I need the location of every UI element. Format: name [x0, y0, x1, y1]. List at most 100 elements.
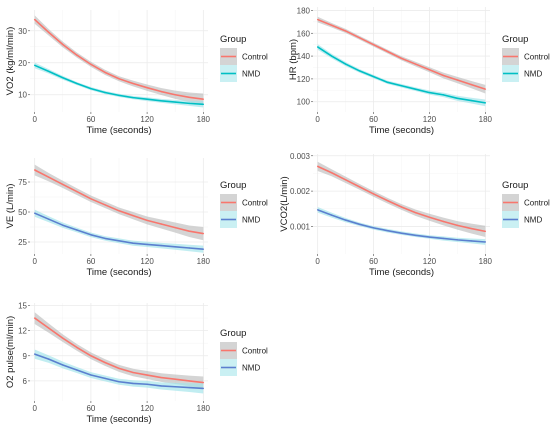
nmd-data-point: [33, 64, 36, 67]
nmd-data-point: [414, 88, 417, 90]
control-data-point: [146, 86, 148, 89]
legend-label-control: Control: [242, 199, 268, 208]
control-data-point: [484, 88, 487, 90]
control-data-point: [400, 57, 403, 60]
nmd-data-point: [470, 99, 473, 102]
y-tick-label: 15: [18, 302, 27, 311]
control-data-point: [62, 337, 64, 339]
y-tick-label: 0.001: [290, 222, 311, 231]
y-tick-label: 120: [297, 75, 311, 84]
control-data-point: [188, 230, 190, 232]
x-tick-label: 0: [32, 404, 37, 413]
nmd-data-point: [160, 100, 162, 102]
control-data-point: [76, 54, 78, 56]
x-tick-label: 180: [197, 115, 211, 124]
control-data-point: [372, 43, 375, 46]
control-data-point: [202, 232, 205, 235]
control-data-point: [48, 176, 50, 178]
chart-panel-1: 0 60 120 180 10 20 30 Time (seconds) VO2 (kg/ml/…: [5, 10, 268, 136]
control-data-point: [104, 204, 106, 206]
control-data-point: [118, 78, 120, 80]
x-tick-label: 0: [32, 257, 37, 266]
nmd-data-point: [174, 386, 176, 388]
x-tick-label: 120: [140, 257, 154, 266]
control-data-point: [174, 378, 176, 380]
nmd-data-point: [330, 55, 333, 57]
y-tick-label: 12: [18, 327, 27, 336]
legend: Group Control NMD: [220, 180, 268, 228]
y-tick-label: 25: [18, 238, 27, 247]
nmd-data-point: [470, 240, 473, 242]
y-tick-label: 9: [23, 352, 28, 361]
legend-title: Group: [220, 328, 246, 339]
nmd-data-point: [104, 237, 106, 240]
x-tick-label: 60: [369, 257, 378, 266]
nmd-data-point: [76, 369, 78, 371]
nmd-data-point: [484, 241, 487, 243]
control-data-point: [104, 361, 106, 364]
x-tick-label: 120: [423, 257, 437, 266]
nmd-data-point: [90, 87, 92, 90]
control-data-point: [146, 219, 148, 222]
legend-title: Group: [220, 34, 246, 45]
nmd-data-point: [202, 248, 205, 250]
y-axis-title: VCO2(L/min): [279, 176, 290, 231]
chart-panel-2: 0 60 120 180 100 120 140 160 180 Time (seconds) HR…: [288, 6, 550, 136]
control-data-point: [33, 317, 36, 319]
nmd-data-point: [132, 242, 134, 244]
nmd-data-point: [118, 240, 120, 242]
nmd-data-point: [146, 98, 148, 100]
legend-label-nmd: NMD: [242, 70, 260, 79]
control-data-point: [62, 43, 64, 46]
y-axis-title: VO2 (kg/ml/min): [5, 27, 16, 96]
control-data-point: [90, 63, 92, 66]
control-data-point: [188, 380, 190, 382]
control-data-point: [344, 179, 347, 181]
nmd-data-point: [160, 385, 162, 387]
nmd-data-point: [118, 381, 120, 383]
nmd-data-point: [90, 234, 92, 236]
nmd-data-point: [428, 91, 431, 94]
nmd-data-point: [48, 70, 50, 73]
nmd-data-point: [428, 236, 431, 238]
x-tick-label: 60: [86, 257, 95, 266]
control-data-point: [358, 37, 361, 39]
nmd-data-point: [188, 102, 190, 105]
x-tick-label: 60: [86, 404, 95, 413]
nmd-data-point: [174, 246, 176, 248]
x-tick-label: 180: [479, 115, 493, 124]
control-data-point: [414, 63, 417, 65]
control-data-point: [456, 79, 459, 81]
x-tick-label: 120: [140, 115, 154, 124]
y-tick-label: 0.003: [290, 152, 311, 161]
nmd-data-point: [48, 358, 50, 360]
control-data-point: [160, 90, 162, 93]
nmd-data-point: [344, 63, 347, 65]
x-tick-label: 60: [86, 115, 95, 124]
nmd-data-point: [316, 46, 319, 48]
nmd-data-point: [202, 103, 205, 106]
control-data-point: [414, 211, 417, 214]
x-tick-label: 120: [140, 404, 154, 413]
nmd-data-point: [104, 91, 106, 94]
legend-label-control: Control: [242, 347, 268, 356]
x-tick-label: 0: [315, 257, 320, 266]
x-axis-title: Time (seconds): [86, 267, 151, 278]
x-tick-label: 180: [197, 404, 211, 413]
control-data-point: [202, 98, 205, 100]
nmd-data-point: [202, 387, 205, 390]
x-tick-label: 180: [479, 257, 493, 266]
control-data-point: [316, 18, 319, 21]
nmd-data-point: [442, 237, 445, 240]
control-data-point: [428, 216, 431, 218]
nmd-data-point: [160, 244, 162, 247]
nmd-data-point: [174, 101, 176, 103]
control-data-point: [48, 327, 50, 329]
x-tick-label: 0: [32, 115, 37, 124]
control-data-point: [174, 94, 176, 96]
control-data-point: [202, 381, 205, 384]
nmd-data-point: [456, 239, 459, 241]
y-tick-label: 30: [18, 27, 27, 36]
nmd-data-point: [456, 97, 459, 100]
